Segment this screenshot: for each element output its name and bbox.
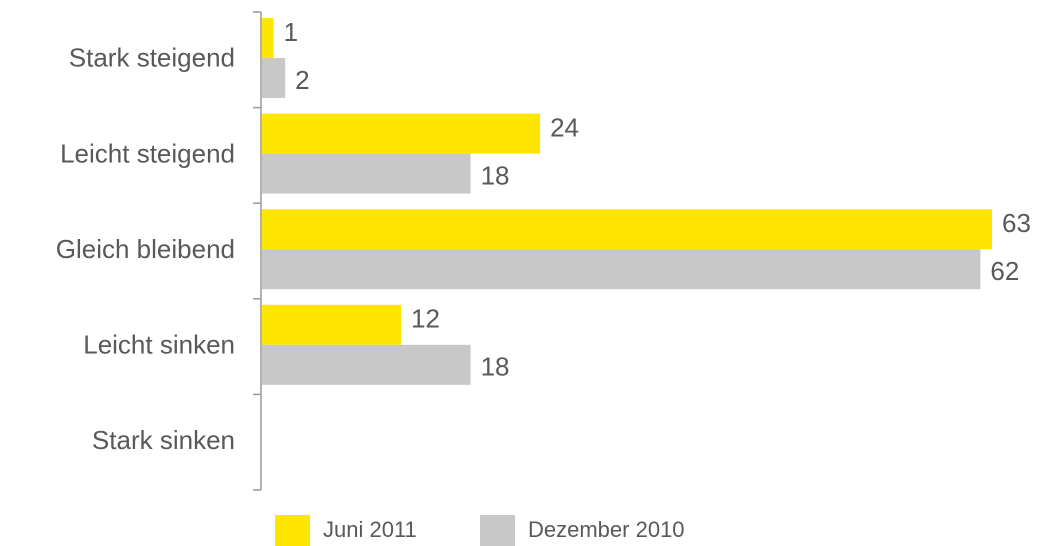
value-label: 63 [1002, 208, 1031, 238]
category-label: Stark sinken [92, 425, 235, 455]
value-label: 1 [284, 17, 298, 47]
value-label: 12 [411, 304, 440, 334]
bar [262, 249, 981, 290]
legend-swatch [480, 515, 515, 546]
bar [262, 209, 992, 250]
bar [262, 153, 471, 194]
legend-label: Dezember 2010 [528, 517, 685, 542]
bar [262, 18, 274, 58]
bar [262, 113, 541, 154]
bar [262, 344, 471, 385]
value-label: 62 [990, 256, 1019, 286]
legend-swatch [275, 515, 310, 546]
category-label: Gleich bleibend [56, 234, 235, 264]
value-label: 2 [295, 65, 309, 95]
bar [262, 304, 402, 345]
value-label: 18 [481, 352, 510, 382]
category-label: Leicht steigend [60, 138, 235, 168]
category-label: Stark steigend [69, 43, 235, 73]
category-label: Leicht sinken [83, 329, 235, 359]
bar [262, 58, 286, 98]
legend-label: Juni 2011 [323, 517, 417, 542]
value-label: 18 [481, 160, 510, 190]
value-label: 24 [550, 112, 579, 142]
